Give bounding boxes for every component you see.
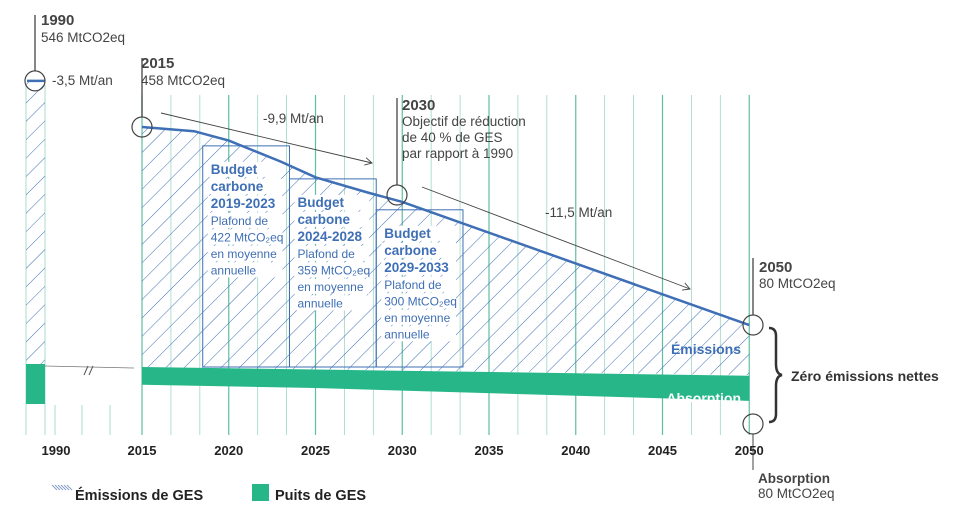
label-2030-line1: Objectif de réduction	[402, 114, 526, 129]
absorption-area-label: Absorption	[666, 390, 741, 406]
budget-text: en moyenne	[211, 247, 277, 261]
budget-text: carbone	[211, 179, 264, 194]
budget-text-bg	[294, 295, 370, 311]
label-2015-year: 2015	[141, 55, 174, 72]
legend-emissions: Émissions de GES	[75, 487, 203, 504]
x-tick-label: 1990	[42, 443, 71, 458]
budget-text-bg	[207, 195, 283, 211]
label-2030-line2: de 40 % de GES	[402, 130, 503, 145]
budget-text: en moyenne	[297, 280, 363, 294]
label-2050-year: 2050	[759, 259, 792, 276]
label-2030-line3: par rapport à 1990	[402, 146, 513, 161]
budget-text: Budget	[297, 195, 344, 210]
budget-text: annuelle	[297, 296, 343, 310]
x-tick-label: 2045	[648, 443, 677, 458]
budget-text: 2029-2033	[384, 260, 449, 275]
budget-text-bg	[207, 212, 283, 228]
budget-text-bg	[294, 228, 370, 244]
budget-text: Plafond de	[297, 247, 355, 261]
budget-text-bg	[381, 293, 456, 309]
rate-2030-arrow-head	[682, 282, 691, 291]
budget-text-bg	[381, 225, 456, 241]
budget-text: Plafond de	[384, 278, 442, 292]
axis-break-mark	[83, 365, 94, 376]
budget-text-bg	[381, 259, 456, 275]
budget-text-bg	[381, 326, 456, 342]
budget-text-bg	[381, 242, 456, 258]
budget-text: 359 MtCO₂eq	[297, 263, 370, 277]
emissions-line	[141, 125, 750, 327]
budget-text-bg	[207, 178, 283, 194]
absorption-1990-bar	[26, 364, 45, 404]
legend-hatch-swatch	[51, 484, 73, 491]
budget-text: 2019-2023	[211, 196, 276, 211]
budget-text: carbone	[297, 212, 350, 227]
x-tick-label: 2020	[214, 443, 243, 458]
budget-text-bg	[207, 161, 283, 177]
label-2050-value: 80 MtCO2eq	[759, 276, 836, 291]
budget-text: en moyenne	[384, 311, 450, 325]
x-tick-label: 2030	[388, 443, 417, 458]
emissions-1990-area	[26, 80, 45, 368]
emissions-area-label: Émissions	[671, 341, 741, 357]
net-zero-label: Zéro émissions nettes	[791, 368, 939, 384]
x-tick-label: 2050	[735, 443, 764, 458]
rate-2015-arrow	[160, 112, 373, 164]
label-1990-value: 546 MtCO2eq	[41, 30, 125, 45]
y2030-marker	[386, 184, 408, 206]
budget-text: carbone	[384, 243, 437, 258]
budget-text-bg	[207, 229, 283, 245]
label-2030-year: 2030	[402, 97, 435, 114]
budget-text: Budget	[211, 162, 258, 177]
label-2015-value: 458 MtCO2eq	[141, 73, 225, 88]
budget-text-bg	[294, 262, 370, 278]
budget-text: annuelle	[384, 327, 430, 341]
legend: Émissions de GES Puits de GES	[51, 484, 366, 504]
budget-text: 300 MtCO₂eq	[384, 294, 457, 308]
rate-2015: -9,9 Mt/an	[263, 111, 324, 126]
budget-text-bg	[294, 245, 370, 261]
brace	[768, 326, 783, 424]
x-tick-label: 2035	[475, 443, 504, 458]
budget-text-bg	[207, 245, 283, 261]
budget-text-bg	[294, 211, 370, 227]
budget-text-bg	[207, 262, 283, 278]
label-1990-year: 1990	[41, 12, 74, 29]
budget-text-bg	[294, 194, 370, 210]
rate-2030-arrow	[421, 186, 691, 290]
y2050-marker	[742, 314, 764, 336]
legend-sinks: Puits de GES	[275, 488, 366, 504]
y2015-marker	[131, 116, 153, 138]
budget-text-bg	[294, 278, 370, 294]
rate-2015-arrow-head	[364, 157, 373, 166]
absorption-area	[142, 367, 750, 401]
rate-1990: -3,5 Mt/an	[52, 73, 113, 88]
absorption-2050-title: Absorption	[758, 471, 830, 486]
budget-box	[375, 209, 464, 368]
legend-sinks-swatch	[252, 484, 269, 501]
x-tick-label: 2015	[128, 443, 157, 458]
budget-text-bg	[381, 309, 456, 325]
budget-text: 2024-2028	[297, 229, 362, 244]
axis-break-line	[44, 365, 135, 369]
budget-text: annuelle	[211, 263, 257, 277]
budget-text-bg	[381, 276, 456, 292]
x-tick-label: 2025	[301, 443, 330, 458]
budget-text: Budget	[384, 226, 431, 241]
budget-text: Plafond de	[211, 214, 269, 228]
absorption-2050-value: 80 MtCO2eq	[758, 486, 835, 501]
budget-text: 422 MtCO₂eq	[211, 230, 284, 244]
x-tick-label: 2040	[561, 443, 590, 458]
absorption-2050-marker	[742, 413, 764, 435]
rate-2030: -11,5 Mt/an	[545, 205, 612, 220]
y1990-marker	[24, 70, 46, 92]
